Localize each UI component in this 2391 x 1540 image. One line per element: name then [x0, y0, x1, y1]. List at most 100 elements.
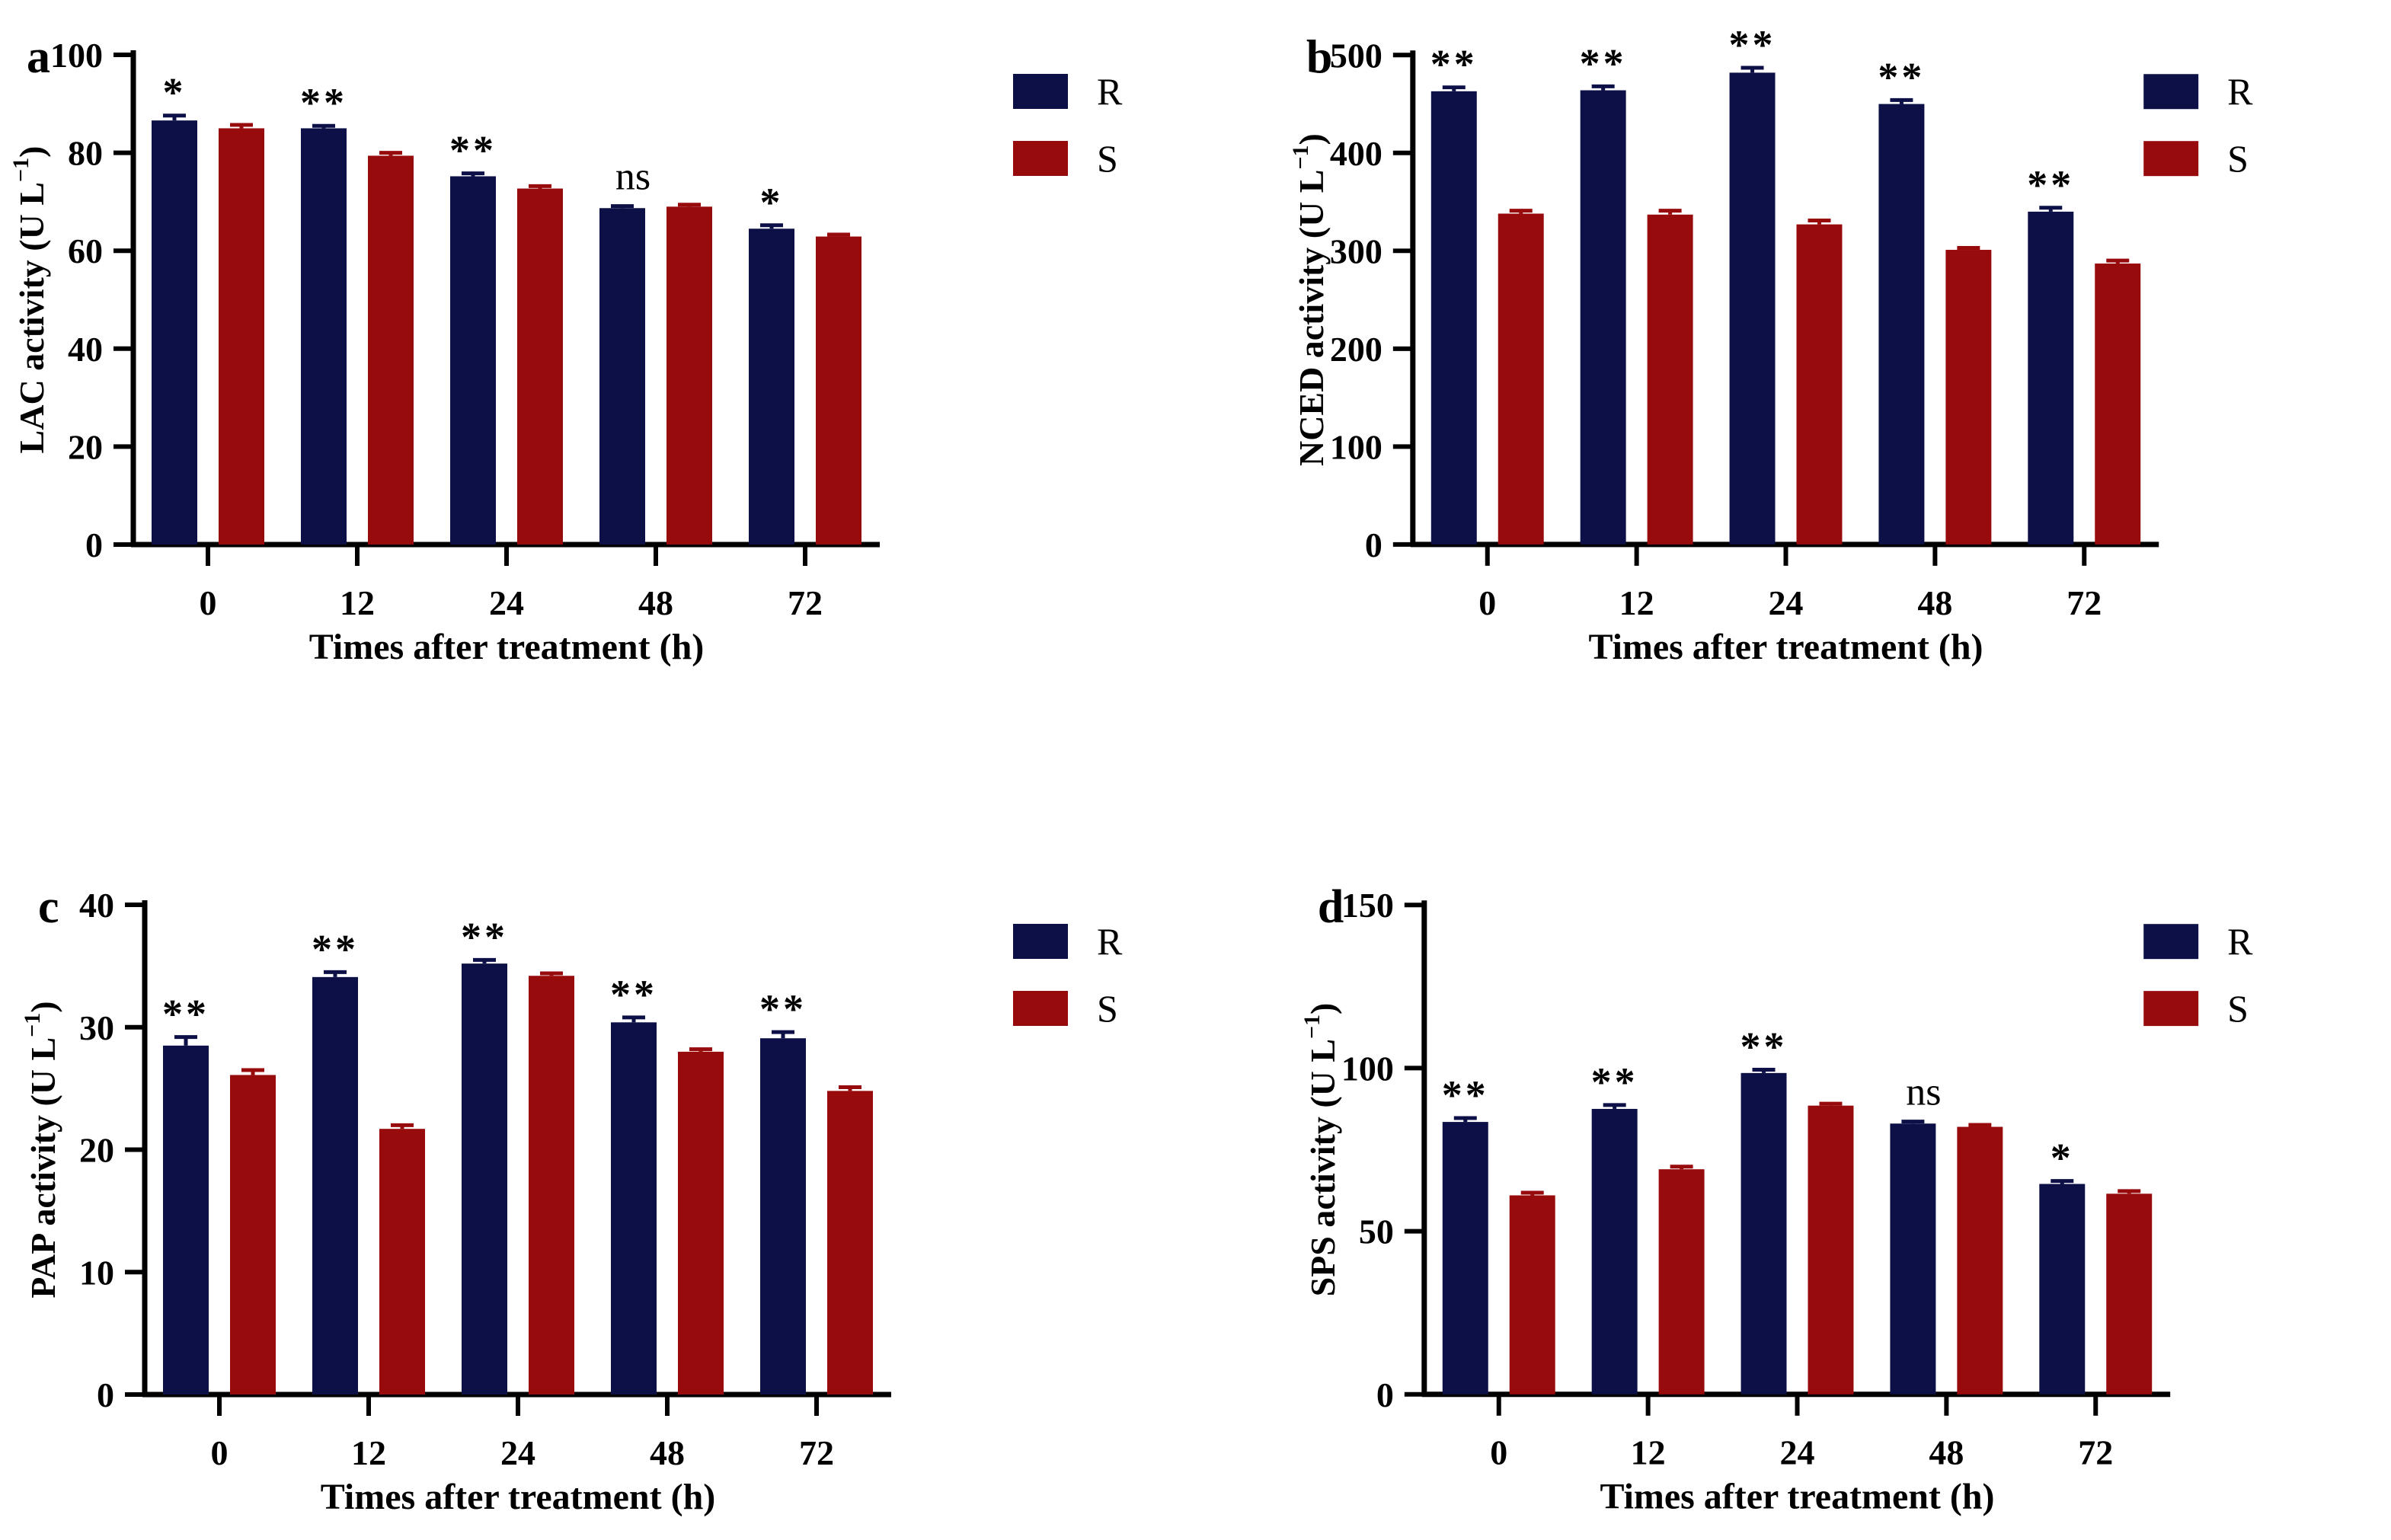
y-axis-label: SPS activity (U L−1) — [1299, 1003, 1342, 1297]
x-axis-title: Times after treatment (h) — [1588, 627, 1983, 667]
significance-stars: * — [760, 180, 784, 225]
x-tick-label: 0 — [200, 583, 217, 622]
y-tick-label: 50 — [1359, 1213, 1394, 1251]
bar-S-48h — [678, 1051, 724, 1395]
bar-S-0h — [1509, 1195, 1555, 1395]
bar-R-24h — [1729, 72, 1776, 545]
panel-letter: d — [1318, 881, 1344, 933]
panel-c-chart: c 0 10 20 30 40 PAP activity (U L−1) 0 ** 12 ** 24 *… — [20, 881, 1123, 1517]
legend-swatch-S — [1013, 141, 1068, 176]
bar-R-48h — [1878, 104, 1925, 545]
bar-S-24h — [517, 188, 563, 545]
x-tick-label: 24 — [489, 583, 524, 622]
legend-label-S: S — [1097, 987, 1118, 1030]
bar-S-24h — [1796, 224, 1843, 545]
legend-label-R: R — [2227, 920, 2253, 963]
bar-R-24h — [462, 963, 507, 1395]
significance-stars: ** — [1591, 1059, 1638, 1105]
x-tick-label: 12 — [340, 583, 375, 622]
x-axis-title: Times after treatment (h) — [1600, 1477, 1994, 1517]
y-tick-label: 80 — [68, 134, 103, 173]
significance-stars: ** — [461, 914, 508, 960]
significance-stars: ** — [312, 926, 359, 972]
bar-R-0h — [1442, 1122, 1488, 1395]
bar-S-0h — [219, 128, 264, 545]
y-tick-label: 20 — [79, 1131, 114, 1170]
y-tick-label: 30 — [79, 1008, 114, 1047]
x-tick-label: 48 — [1929, 1433, 1964, 1472]
y-axis-label: PAP activity (U L−1) — [20, 1001, 62, 1298]
x-tick-label: 12 — [351, 1433, 386, 1472]
significance-stars: * — [163, 70, 187, 116]
x-tick-label: 24 — [1769, 583, 1804, 622]
panel-b-chart: b 0 100 200 300 400 500 NCED activity (U L−1) 0 *… — [1288, 22, 2253, 667]
y-tick-label: 200 — [1330, 330, 1382, 369]
x-tick-label: 24 — [500, 1433, 535, 1472]
x-tick-label: 72 — [788, 583, 823, 622]
bar-R-12h — [1580, 90, 1626, 545]
bar-R-12h — [312, 976, 358, 1395]
bar-R-24h — [450, 176, 496, 545]
bar-S-12h — [379, 1129, 425, 1395]
x-tick-label: 24 — [1780, 1433, 1815, 1472]
panel-letter: b — [1306, 31, 1332, 83]
legend-swatch-R — [2143, 924, 2199, 960]
significance-stars: ** — [300, 80, 347, 126]
y-tick-label: 0 — [1365, 526, 1382, 564]
x-tick-label: 48 — [650, 1433, 685, 1472]
panel-a-chart: a 0 20 40 60 80 100 LAC activity (U L−1) 0 * 12 ** 2… — [8, 31, 1123, 667]
x-tick-label: 48 — [1917, 583, 1952, 622]
legend-label-R: R — [1097, 920, 1123, 963]
y-tick-label: 300 — [1330, 232, 1382, 270]
legend-swatch-S — [2143, 991, 2199, 1027]
y-tick-label: 100 — [1330, 427, 1382, 466]
significance-stars: ** — [1430, 42, 1478, 88]
y-axis-label: NCED activity (U L−1) — [1288, 133, 1331, 466]
panel-letter: c — [38, 881, 59, 933]
y-tick-label: 20 — [68, 427, 103, 466]
y-tick-label: 500 — [1330, 36, 1382, 75]
legend-swatch-S — [1013, 991, 1068, 1026]
bar-R-72h — [749, 228, 794, 545]
significance-stars: ** — [449, 128, 497, 174]
significance-stars: * — [2051, 1136, 2074, 1181]
x-tick-label: 72 — [2078, 1433, 2113, 1472]
panel-d-chart: d 0 50 100 150 SPS activity (U L−1) 0 ** 12 ** 24 *… — [1299, 881, 2253, 1517]
bar-R-24h — [1741, 1072, 1787, 1395]
significance-stars: ** — [1442, 1072, 1489, 1118]
bar-R-0h — [152, 120, 197, 545]
significance-stars: ** — [1729, 22, 1776, 68]
bar-R-12h — [1591, 1108, 1638, 1395]
x-tick-label: 0 — [1478, 583, 1496, 622]
bar-S-72h — [2106, 1193, 2153, 1395]
bar-S-24h — [529, 976, 574, 1395]
y-tick-label: 60 — [68, 232, 103, 270]
bar-R-48h — [1890, 1123, 1936, 1395]
y-tick-label: 0 — [1376, 1375, 1394, 1414]
legend-label-R: R — [1097, 70, 1123, 113]
significance-stars: ** — [162, 992, 209, 1037]
legend-label-R: R — [2227, 70, 2253, 113]
legend-label-S: S — [1097, 137, 1118, 180]
y-tick-label: 150 — [1341, 886, 1394, 925]
bar-S-72h — [816, 236, 861, 545]
significance-stars: ** — [1741, 1024, 1788, 1070]
bar-S-12h — [1658, 1169, 1705, 1395]
bar-S-0h — [230, 1075, 276, 1395]
significance-stars: ** — [1580, 40, 1627, 86]
legend-label-S: S — [2227, 987, 2249, 1030]
y-tick-label: 10 — [79, 1253, 114, 1292]
significance-stars: ** — [759, 986, 807, 1032]
x-tick-label: 48 — [638, 583, 673, 622]
bar-S-72h — [2095, 264, 2141, 545]
legend-swatch-S — [2143, 141, 2199, 177]
x-axis-title: Times after treatment (h) — [321, 1477, 716, 1517]
bar-R-72h — [2028, 211, 2074, 545]
significance-ns: ns — [615, 155, 650, 199]
bar-R-48h — [611, 1022, 657, 1395]
y-tick-label: 100 — [1341, 1049, 1394, 1088]
x-tick-label: 72 — [2067, 583, 2102, 622]
bar-S-24h — [1808, 1105, 1854, 1395]
legend-swatch-R — [1013, 74, 1068, 109]
